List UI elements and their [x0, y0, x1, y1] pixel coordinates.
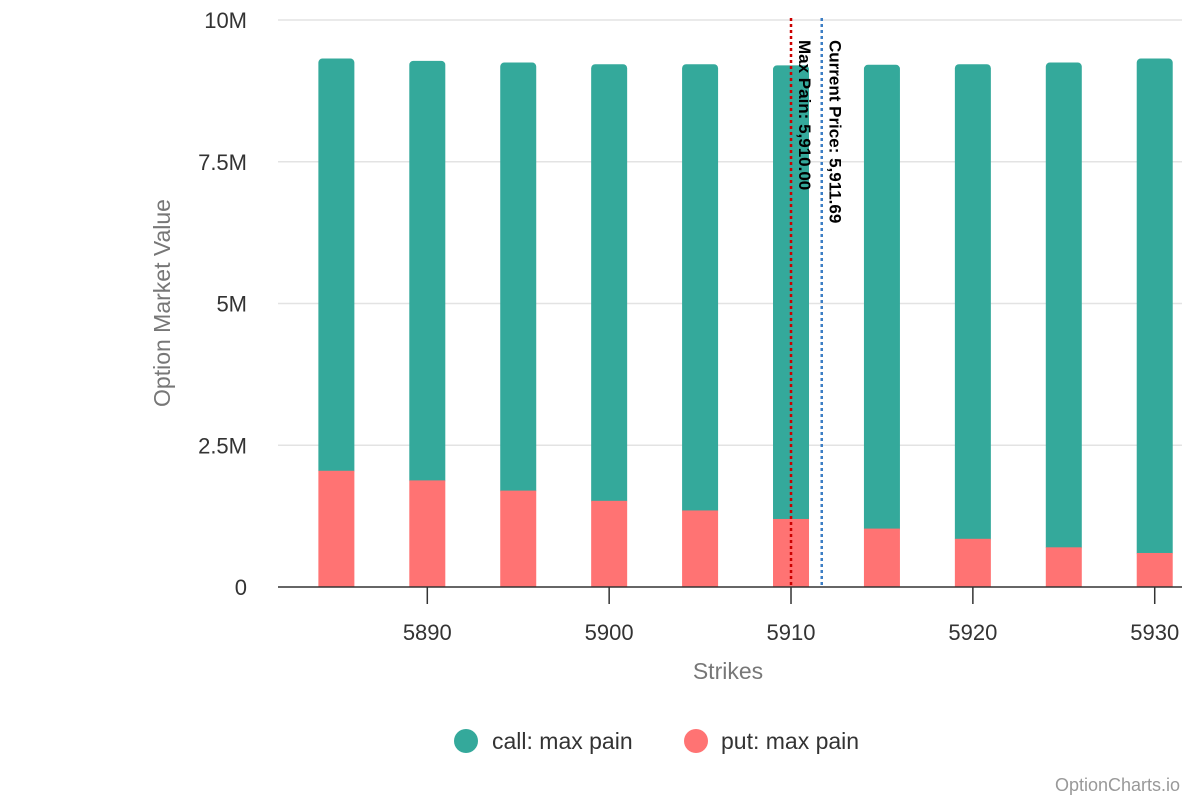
legend: call: max pain put: max pain	[454, 728, 859, 754]
x-axis-title: Strikes	[693, 658, 763, 684]
bar-put[interactable]	[954, 538, 991, 587]
bar-call[interactable]	[1136, 58, 1173, 557]
bar-call[interactable]	[1045, 62, 1082, 552]
x-tick-label: 5890	[403, 620, 452, 645]
credit-text[interactable]: OptionCharts.io	[1055, 775, 1180, 795]
bar-call[interactable]	[863, 64, 900, 533]
bar-put[interactable]	[863, 528, 900, 587]
bar-call[interactable]	[591, 64, 628, 505]
legend-label-put: put: max pain	[721, 728, 859, 754]
x-tick-label: 5910	[767, 620, 816, 645]
bar-put[interactable]	[591, 500, 628, 587]
bar-put[interactable]	[682, 510, 719, 587]
bar-put[interactable]	[318, 470, 355, 587]
legend-item-put[interactable]: put: max pain	[684, 728, 859, 754]
bar-put[interactable]	[1045, 547, 1082, 587]
y-tick-label: 2.5M	[198, 433, 247, 458]
x-tick-label: 5930	[1130, 620, 1179, 645]
y-axis-title: Option Market Value	[149, 199, 175, 407]
bar-call[interactable]	[318, 58, 355, 475]
bars	[318, 58, 1173, 587]
bar-call[interactable]	[500, 62, 537, 495]
bar-put[interactable]	[1136, 552, 1173, 587]
legend-label-call: call: max pain	[492, 728, 633, 754]
x-tick-label: 5920	[948, 620, 997, 645]
y-tick-label: 7.5M	[198, 150, 247, 175]
bar-put[interactable]	[500, 490, 537, 587]
axes: 0 2.5M 5M 7.5M 10M 5890 5900 5910 5920 5930	[198, 8, 1182, 645]
legend-swatch-call	[454, 729, 478, 753]
y-tick-label: 0	[235, 575, 247, 600]
max-pain-label: Max Pain: 5,910.00	[795, 40, 814, 190]
legend-item-call[interactable]: call: max pain	[454, 728, 633, 754]
reference-lines: Max Pain: 5,910.00 Current Price: 5,911.6…	[789, 18, 845, 587]
bar-put[interactable]	[409, 480, 446, 587]
bar-call[interactable]	[682, 64, 719, 515]
legend-swatch-put	[684, 729, 708, 753]
x-tick-label: 5900	[585, 620, 634, 645]
bar-call[interactable]	[409, 60, 446, 485]
y-tick-label: 10M	[204, 8, 247, 33]
y-tick-label: 5M	[216, 292, 247, 317]
current-price-label: Current Price: 5,911.69	[826, 40, 845, 223]
bar-call[interactable]	[954, 64, 991, 543]
